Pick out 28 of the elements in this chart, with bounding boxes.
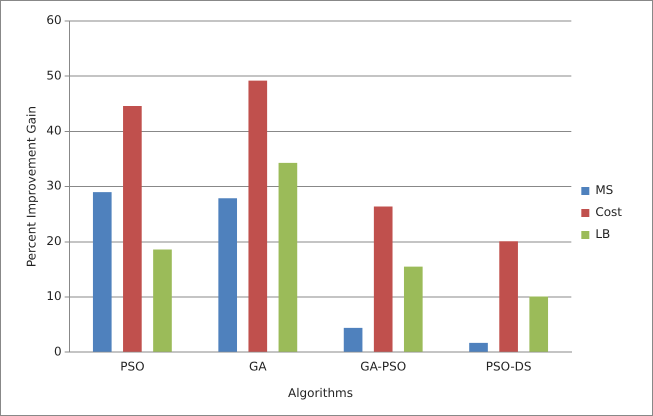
bar	[404, 266, 423, 352]
x-tick-label: PSO	[120, 360, 145, 374]
x-tick-label: GA	[249, 360, 268, 374]
bar	[123, 106, 142, 352]
x-tick-label: PSO-DS	[486, 360, 532, 374]
y-tick-label: 50	[46, 68, 62, 82]
bar	[374, 206, 393, 352]
y-tick-label: 0	[54, 344, 62, 358]
x-tick-label: GA-PSO	[360, 360, 406, 374]
y-tick-label: 40	[46, 124, 62, 138]
bar	[248, 80, 268, 352]
legend-label: MS	[595, 183, 614, 198]
y-tick-label: 20	[46, 234, 62, 248]
bar	[529, 296, 548, 352]
legend-label: Cost	[595, 205, 622, 220]
y-tick-label: 60	[46, 13, 62, 28]
bar	[153, 250, 172, 352]
bar	[218, 198, 238, 352]
legend-label: LB	[595, 227, 610, 242]
x-axis-title: Algorithms	[288, 386, 354, 400]
bar	[278, 162, 298, 352]
bar	[92, 192, 112, 352]
y-tick-label: 30	[46, 178, 62, 193]
y-tick-label: 10	[46, 289, 62, 304]
bar	[344, 328, 362, 352]
bar	[469, 342, 488, 352]
y-axis-title: Percent Improvement Gain	[24, 106, 38, 268]
bar	[499, 241, 518, 352]
